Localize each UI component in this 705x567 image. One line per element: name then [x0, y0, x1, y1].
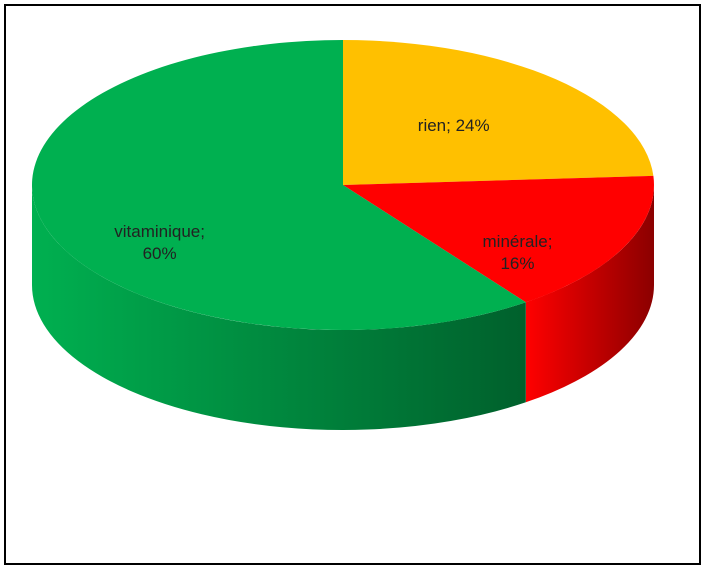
data-label: vitaminique; 60% [114, 221, 205, 263]
slice [343, 175, 654, 303]
chart-frame [4, 4, 701, 565]
slice-side [32, 185, 526, 430]
data-label: rien; 24% [417, 116, 490, 136]
slice-side [525, 185, 654, 403]
slice [343, 40, 654, 185]
slice [31, 40, 526, 330]
data-label: minérale; 16% [482, 232, 553, 274]
